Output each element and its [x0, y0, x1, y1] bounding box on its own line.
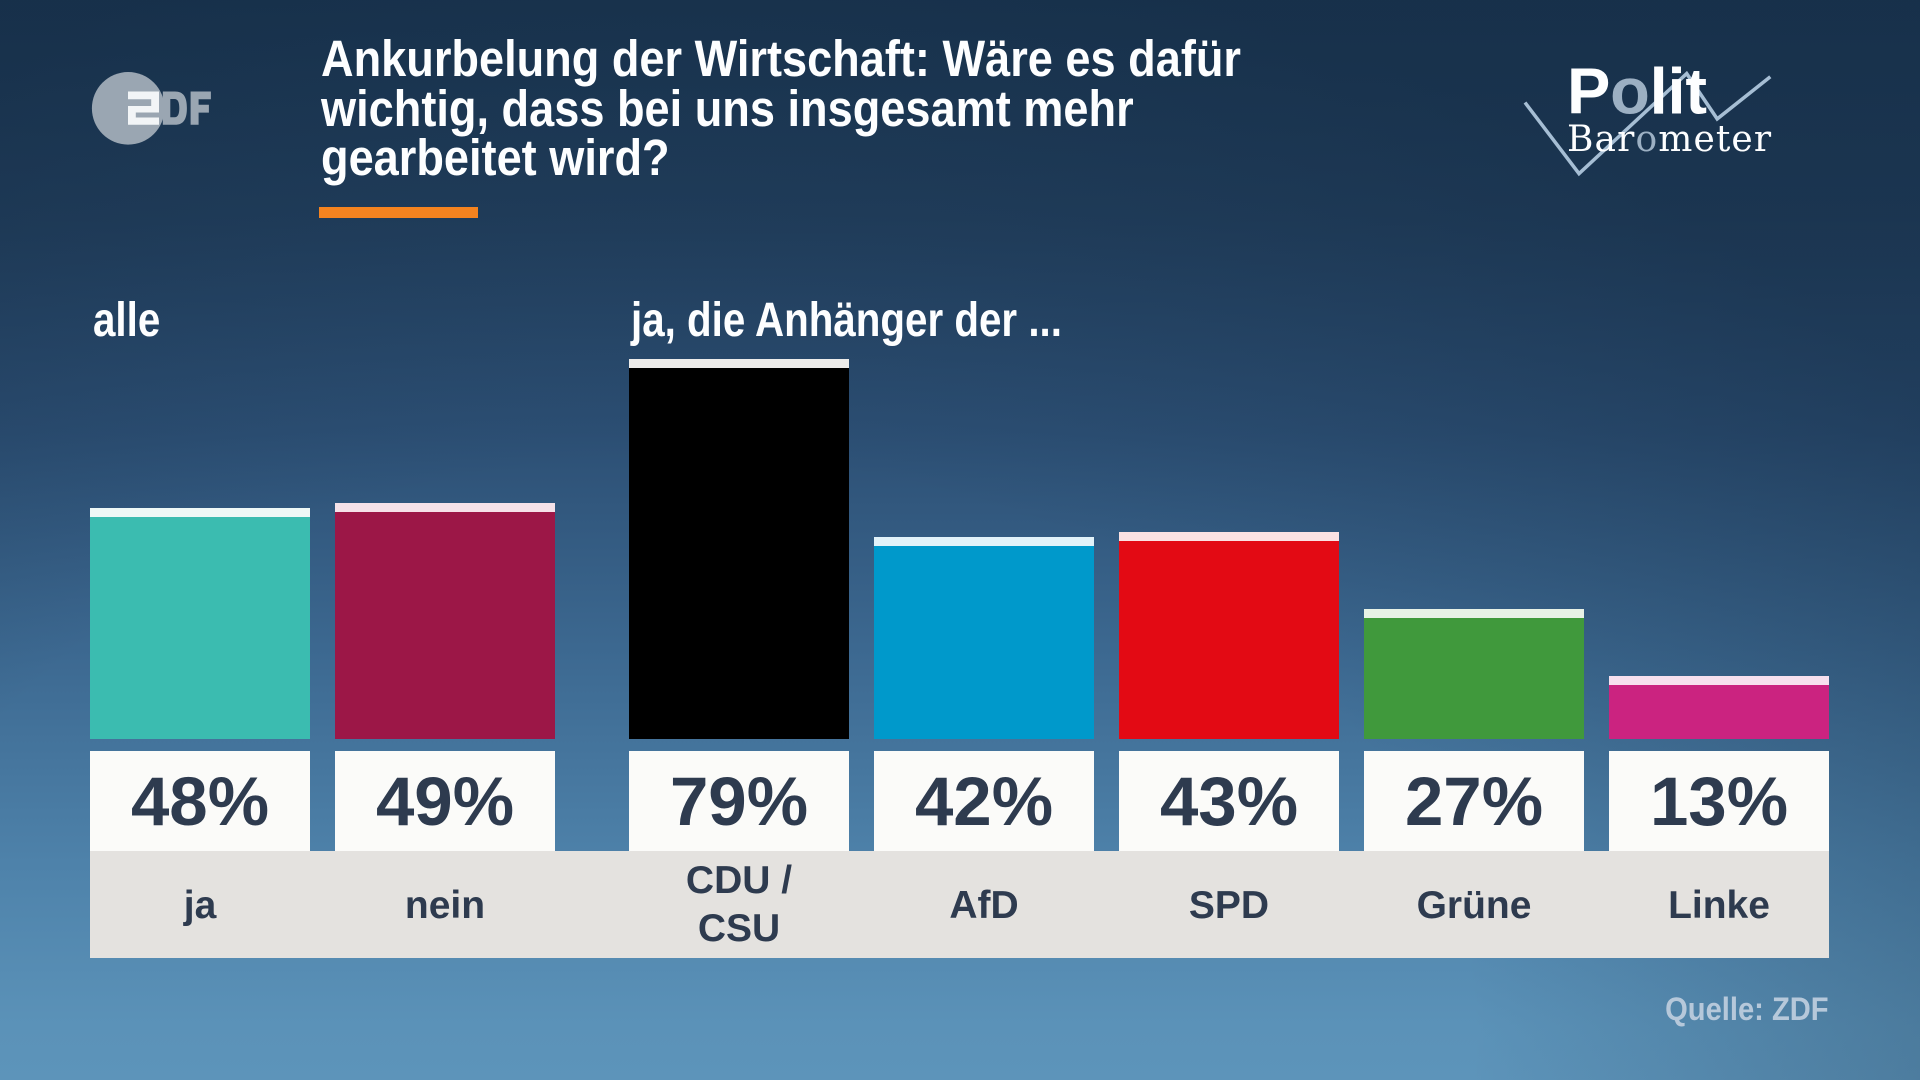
- zdf-logo: [91, 72, 211, 145]
- group-label-parties: ja, die Anhänger der ...: [631, 294, 1062, 347]
- category-label: Grüne: [1416, 884, 1532, 927]
- value-unit: %: [1481, 762, 1544, 840]
- value-box: 48%: [90, 751, 310, 851]
- title-underline: [319, 207, 478, 218]
- value-box: 49%: [335, 751, 555, 851]
- bar-nein: [335, 503, 555, 739]
- politbarometer-barometer: Barometer: [1567, 119, 1772, 160]
- value-box: 13%: [1609, 751, 1829, 851]
- category-label: ja: [183, 884, 217, 927]
- value-box: 27%: [1364, 751, 1584, 851]
- value-label: 48: [130, 762, 208, 840]
- value-unit: %: [207, 762, 270, 840]
- value-unit: %: [746, 762, 809, 840]
- category-label: CDU / CSU: [685, 858, 793, 950]
- category-label: nein: [404, 884, 486, 927]
- bar-cdu-csu: [629, 359, 849, 739]
- group-label-alle: alle: [93, 294, 161, 347]
- bar-linke: [1609, 676, 1829, 739]
- barometer-letters-meter: meter: [1658, 119, 1772, 160]
- value-unit: %: [452, 762, 515, 840]
- zdf-logo-glyph-d: [162, 91, 187, 125]
- page-title: Ankurbelung der Wirtschaft: Wäre es dafü…: [321, 30, 1241, 186]
- politbarometer-logo: Polit Barometer: [1523, 54, 1772, 177]
- politbarometer-polit: Polit: [1567, 54, 1707, 127]
- bar-spd: [1119, 532, 1339, 739]
- bar-ja: [90, 508, 310, 739]
- polit-letter-p: P: [1567, 54, 1610, 127]
- value-unit: %: [991, 762, 1054, 840]
- value-label: 79: [669, 762, 747, 840]
- value-label: 13: [1649, 762, 1727, 840]
- value-label: 43: [1159, 762, 1237, 840]
- bar-afd: [874, 537, 1094, 739]
- polit-letter-o: o: [1610, 54, 1650, 127]
- category-label: SPD: [1188, 884, 1270, 927]
- value-label: 27: [1404, 762, 1482, 840]
- barometer-letters-bar: Bar: [1567, 119, 1635, 160]
- checkmark-line-icon: [1523, 70, 1772, 177]
- zdf-logo-glyph-f: [190, 91, 211, 125]
- bar-grüne: [1364, 609, 1584, 739]
- source-label: Quelle: ZDF: [1665, 991, 1829, 1027]
- value-label: 49: [375, 762, 453, 840]
- category-band: [90, 851, 1829, 958]
- value-unit: %: [1726, 762, 1789, 840]
- category-label: Linke: [1668, 884, 1770, 927]
- category-label: AfD: [949, 884, 1019, 927]
- value-box: 42%: [874, 751, 1094, 851]
- zdf-logo-glyph-2: [128, 91, 159, 125]
- polit-letters-lit: lit: [1650, 54, 1707, 127]
- barometer-letter-o: o: [1635, 119, 1658, 160]
- value-box: 79%: [629, 751, 849, 851]
- value-box: 43%: [1119, 751, 1339, 851]
- value-label: 42: [914, 762, 992, 840]
- value-unit: %: [1236, 762, 1299, 840]
